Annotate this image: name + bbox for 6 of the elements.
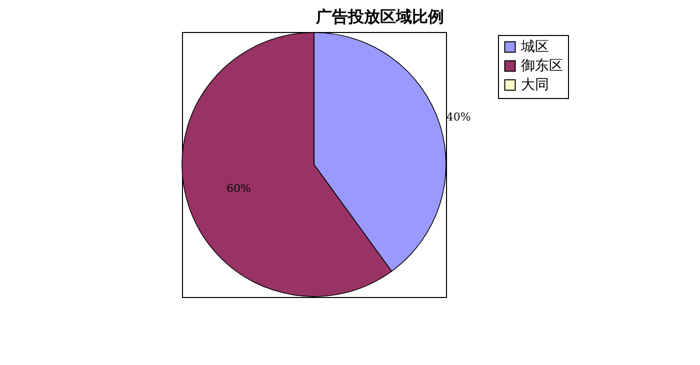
- legend-label: 御东区: [521, 58, 563, 74]
- data-label: 60%: [226, 182, 251, 195]
- data-label: 40%: [446, 110, 471, 124]
- legend-label: 城区: [520, 39, 549, 55]
- chart-title: 广告投放区域比例: [315, 6, 444, 26]
- legend-label: 大同: [521, 77, 549, 93]
